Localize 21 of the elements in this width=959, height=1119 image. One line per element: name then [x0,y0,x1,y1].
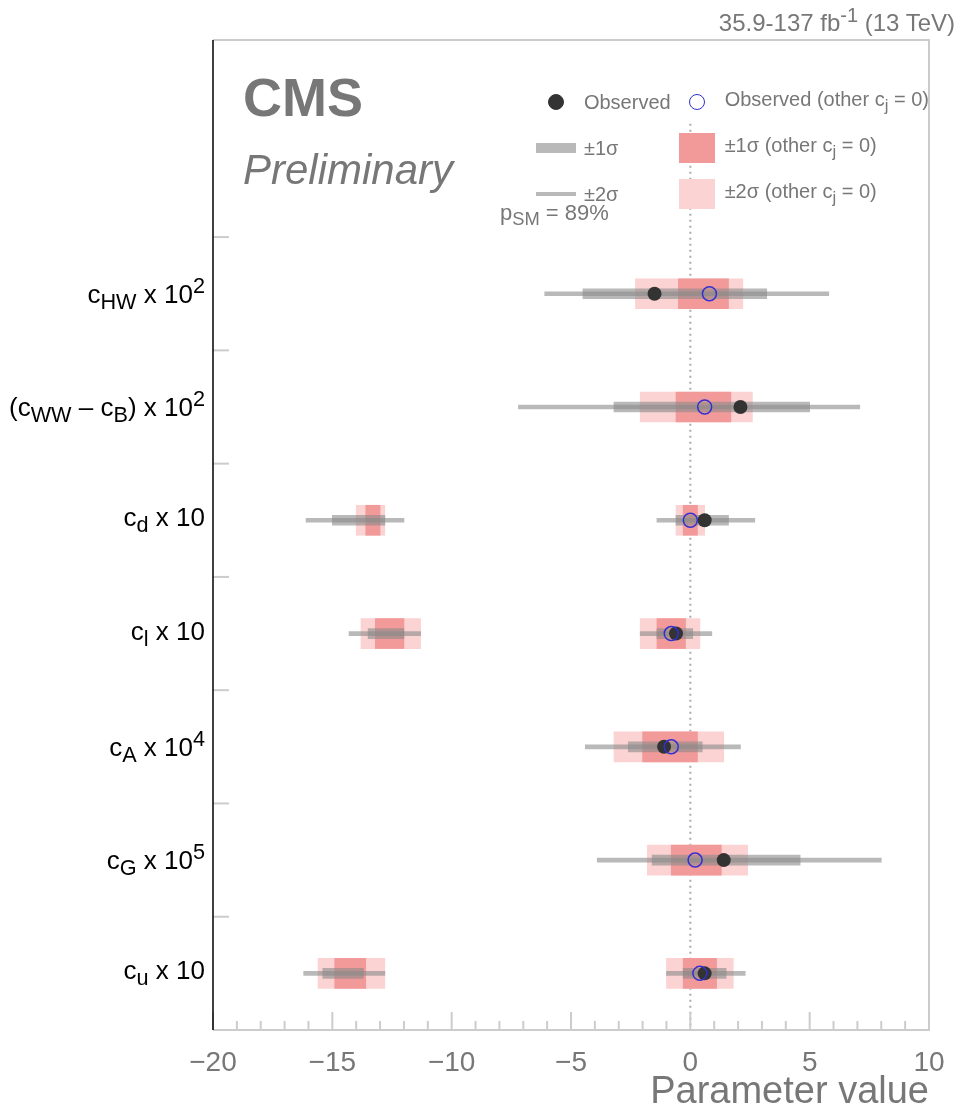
x-tick-label: −20 [189,1045,237,1077]
legend-label: ±1σ (other c$_{j}$ = 0) [724,134,877,162]
text: Preliminary [243,146,454,194]
y-tick-label: c$_{l}$ x 10 [130,615,205,652]
y-tick-label: c$_{A}$ x 10$^{4}$ [109,725,205,768]
x-tick-label: −10 [427,1045,476,1077]
legend-label: ±1σ [583,136,619,160]
chart-title: 35.9-137 fb$^{-1}$ (13 TeV) [718,4,955,37]
x-tick-label: −15 [308,1045,357,1077]
y-tick-label: c$_{u}$ x 10 [123,955,205,992]
x-tick-label: 5 [801,1045,818,1077]
y-tick-label: c$_{G}$ x 10$^{5}$ [106,839,205,881]
y-tick-label: c$_{d}$ x 10 [123,502,205,539]
legend-label: Observed [583,90,671,114]
legend-label: Observed (other c$_{j}$ = 0) [724,88,929,116]
legend-label: ±2σ (other c$_{j}$ = 0) [724,180,877,208]
text: CMS [243,66,363,128]
y-tick-label: (c$_{WW}$ – c$_{B}$) x 10$^{2}$ [8,386,205,428]
y-tick-label: c$_{HW}$ x 10$^{2}$ [87,272,205,315]
x-tick-label: −5 [555,1045,587,1077]
x-tick-label: 10 [913,1045,945,1077]
